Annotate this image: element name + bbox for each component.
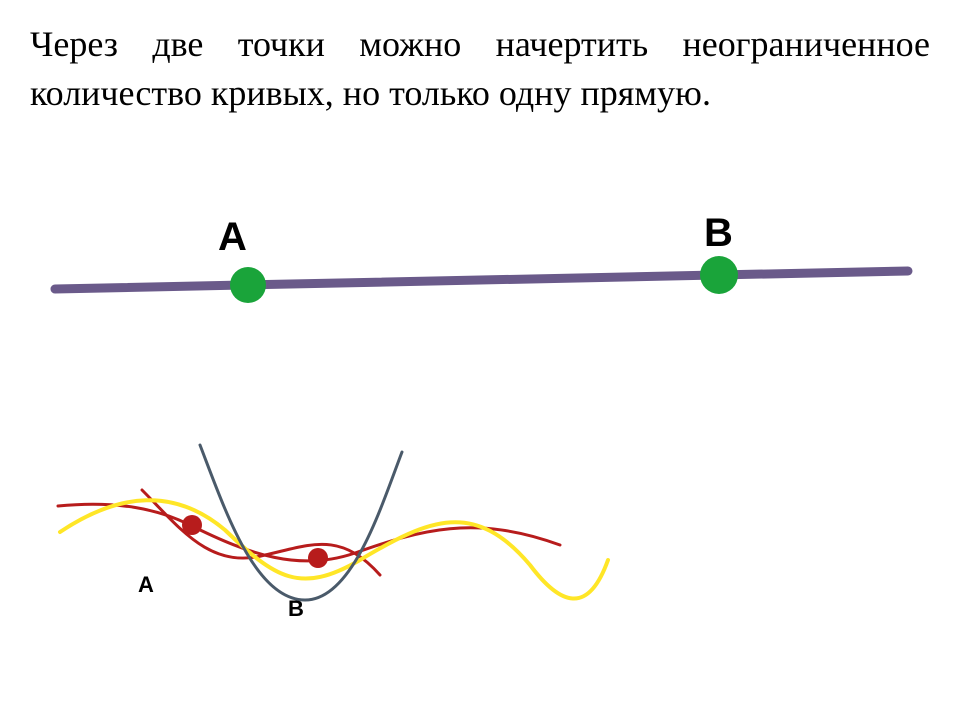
label-b-small: В [288, 596, 304, 621]
point-b-small [308, 548, 328, 568]
diagram-canvas: А В А В [0, 0, 960, 720]
line-figure: А В [55, 211, 908, 303]
label-b-large: В [704, 211, 733, 255]
curves-figure: А В [58, 445, 608, 621]
page-root: Через две точки можно начертить неограни… [0, 0, 960, 720]
curve-0 [58, 504, 560, 561]
label-a-small: А [138, 572, 154, 597]
point-a-small [182, 515, 202, 535]
point-a-large [230, 267, 266, 303]
label-a-large: А [218, 215, 247, 259]
line-through-a-b [55, 271, 908, 289]
point-b-large [700, 256, 738, 294]
